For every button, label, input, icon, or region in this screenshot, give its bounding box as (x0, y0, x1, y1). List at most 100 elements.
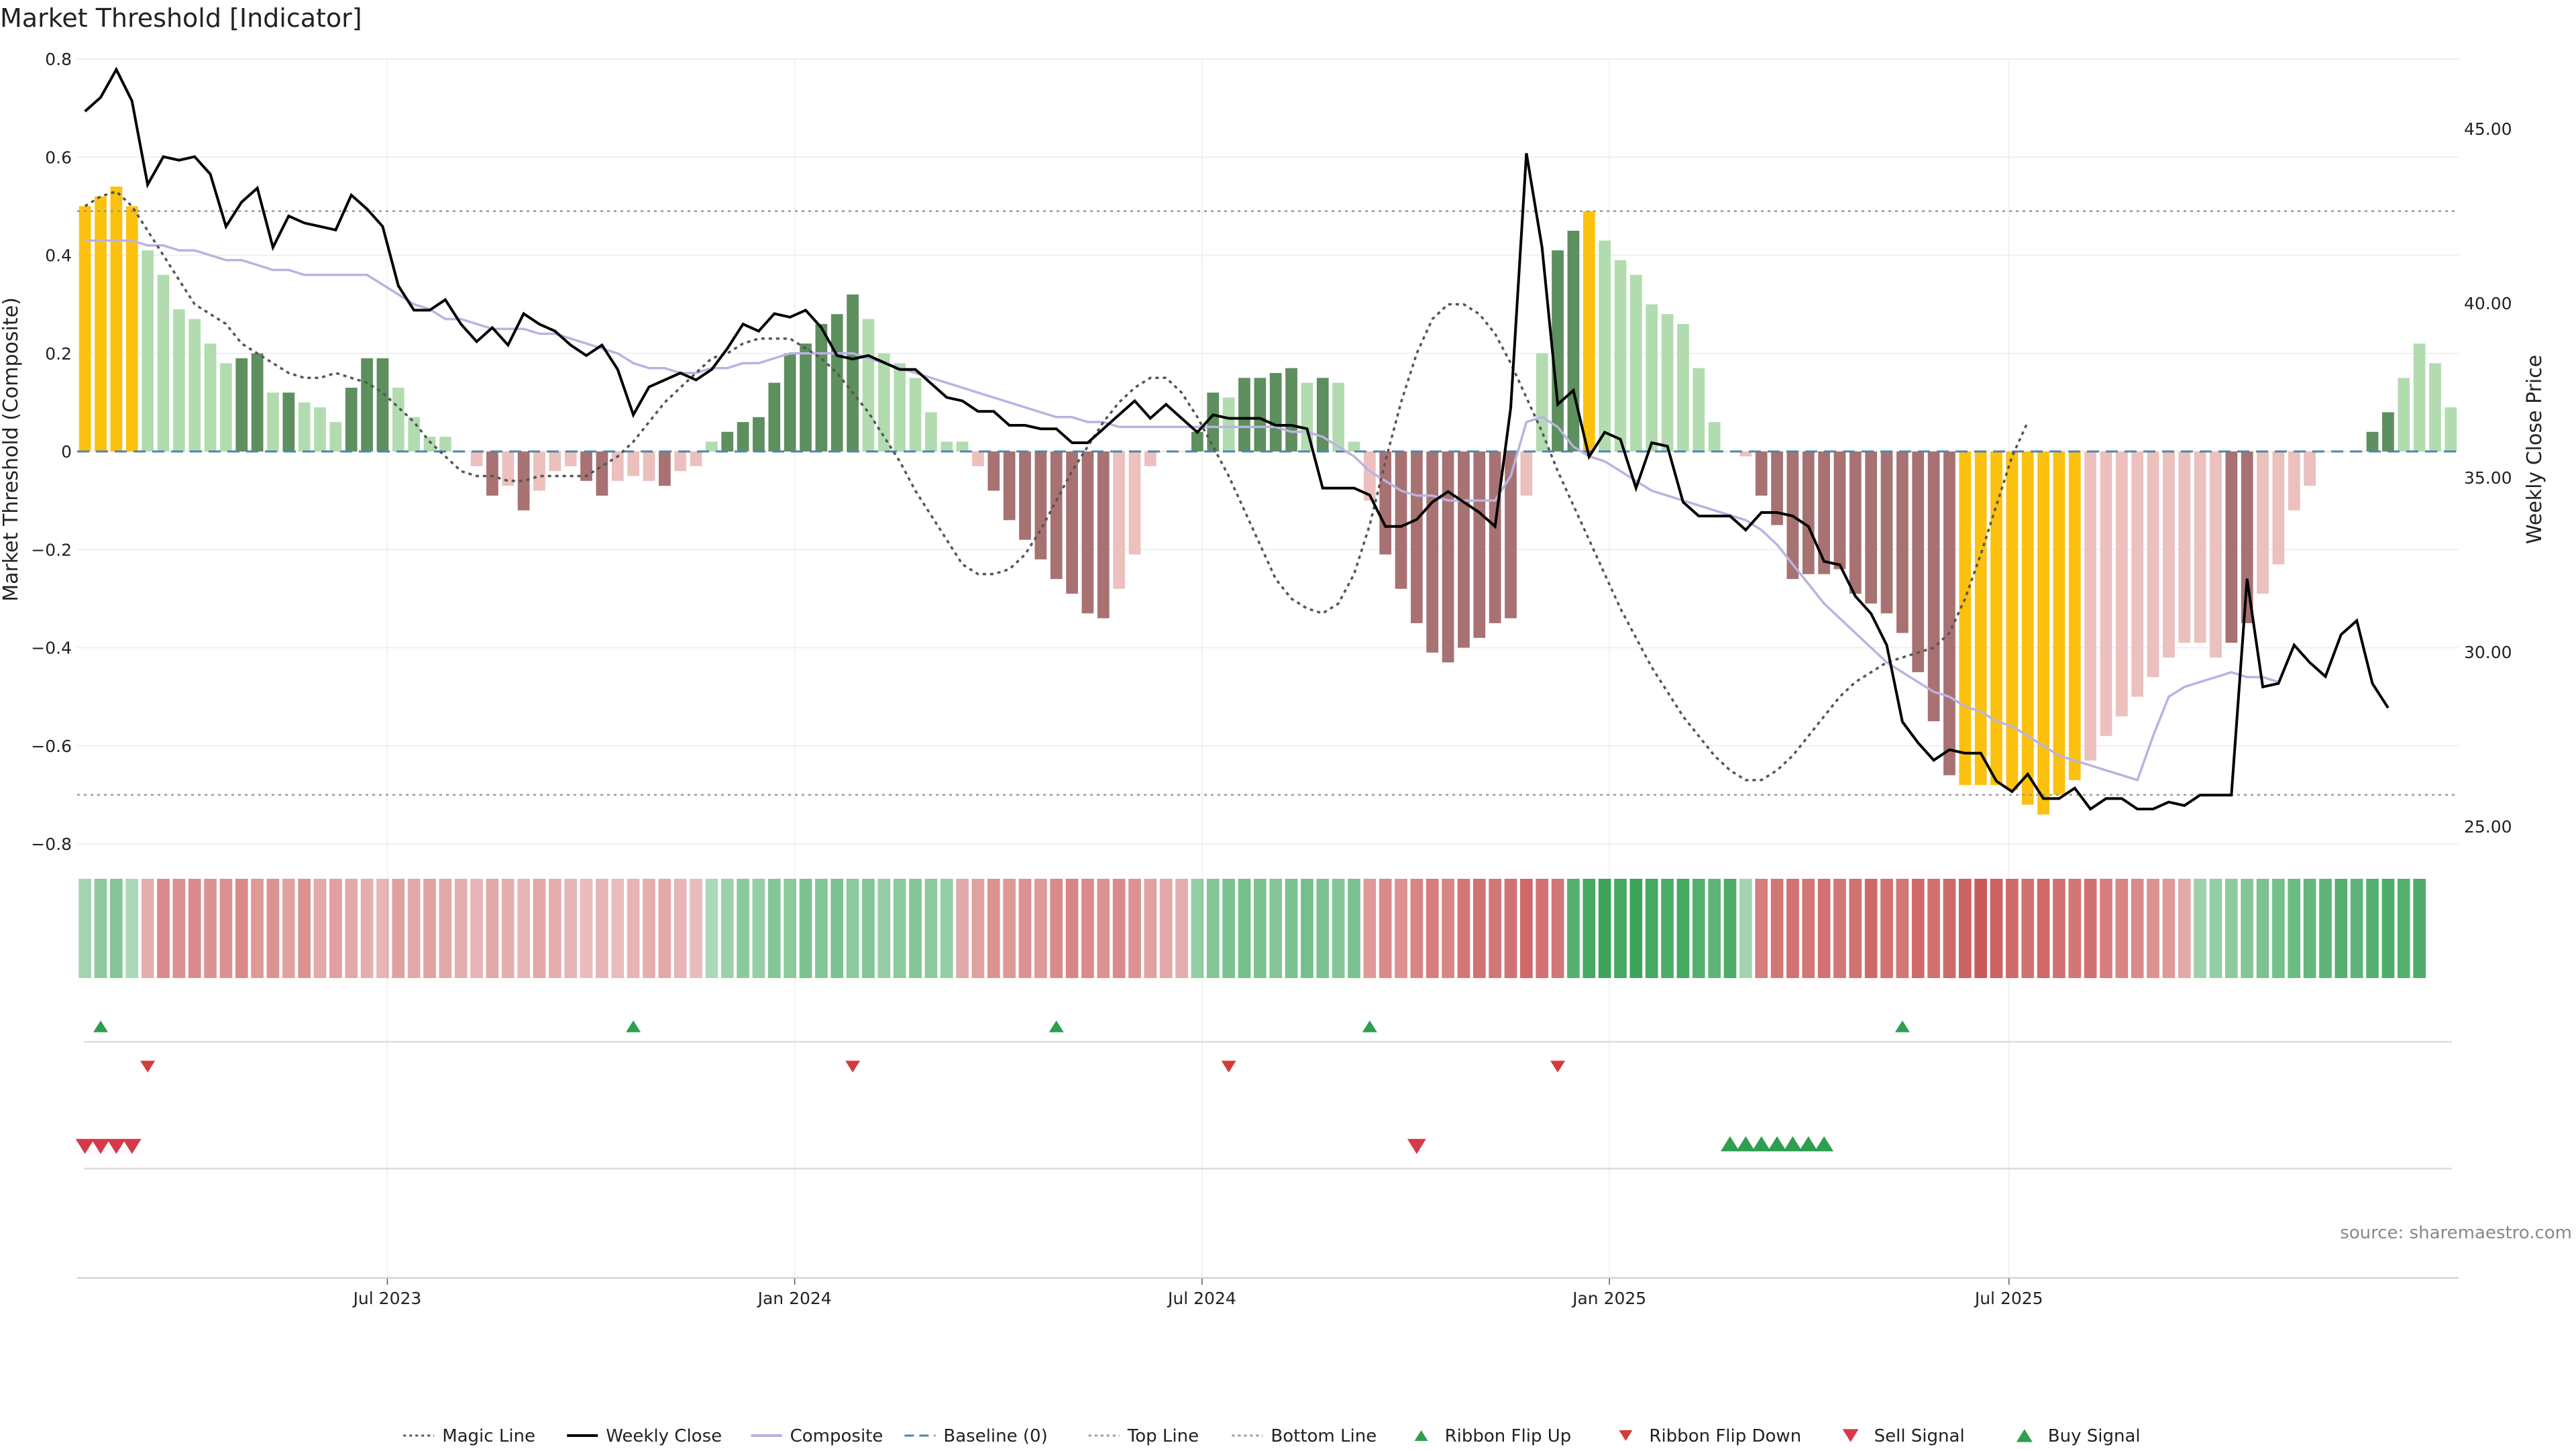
ribbon-flip-up-marker (1362, 1020, 1377, 1032)
buy-signal-marker (1736, 1136, 1756, 1152)
legend-swatch (2016, 1429, 2033, 1442)
ribbon-cell (470, 879, 483, 978)
sell-signal-marker (122, 1138, 142, 1155)
legend: Magic Line Weekly Close Composite Baseline … (403, 1426, 2141, 1446)
ribbon-cell (1112, 879, 1126, 978)
histogram-bar (1097, 451, 1110, 619)
histogram-bar (125, 206, 138, 451)
legend-label: Top Line (1127, 1426, 1199, 1446)
ribbon-cell (830, 879, 844, 978)
ribbon-cell (611, 879, 625, 978)
ribbon-cell (1363, 879, 1377, 978)
legend-label: Magic Line (442, 1426, 535, 1446)
histogram-bar (392, 387, 405, 451)
ribbon-cell (1426, 879, 1439, 978)
ribbon-cell (690, 879, 702, 978)
ribbon-cell (1849, 879, 1862, 978)
histogram-bar (361, 358, 373, 451)
histogram-bar (1113, 451, 1125, 589)
ribbon-cell (533, 879, 546, 978)
histogram-bar (1175, 451, 1188, 452)
legend-item: Buy Signal (2016, 1426, 2141, 1446)
legend-item: Sell Signal (1842, 1426, 1965, 1446)
ribbon-flip-up-marker (626, 1020, 641, 1032)
x-tick-label: Jul 2023 (352, 1289, 422, 1308)
ribbon-cell (627, 879, 640, 978)
ribbon-cell (767, 879, 781, 978)
ribbon-cell (720, 879, 734, 978)
histogram-bar (1927, 451, 1940, 722)
ribbon-cell (674, 879, 687, 978)
ribbon-cell (1536, 879, 1549, 978)
ribbon-cell (1097, 879, 1110, 978)
histogram-bar (1301, 382, 1313, 451)
ribbon-cell (2225, 879, 2238, 978)
histogram-bar (1348, 441, 1360, 451)
ribbon-cell (1238, 879, 1251, 978)
histogram-bar (1207, 392, 1220, 451)
y-tick-label: 0.6 (45, 148, 72, 167)
ribbon-cell (1081, 879, 1094, 978)
histogram-bar (721, 431, 734, 451)
histogram-bar (690, 451, 702, 466)
y-right-tick-label: 25.00 (2464, 817, 2512, 837)
histogram-bar (1865, 451, 1878, 604)
legend-swatch (1842, 1429, 1859, 1442)
ribbon-cell (2178, 879, 2191, 978)
ribbon-cell (1943, 879, 1956, 978)
y-tick-label: −0.4 (31, 639, 72, 658)
histogram-bar (549, 451, 561, 472)
ribbon-cell (893, 879, 906, 978)
ribbon-cell (2053, 879, 2065, 978)
ribbon-cell (1520, 879, 1533, 978)
histogram-bar (486, 451, 498, 496)
histogram-bar (1677, 323, 1689, 451)
histogram-bar (1238, 378, 1250, 451)
ribbon-flip-down-marker (140, 1061, 156, 1073)
histogram-bar (1269, 373, 1282, 451)
ribbon-cell (2303, 879, 2316, 978)
ribbon-cell (564, 879, 578, 978)
histogram-bar (1614, 260, 1627, 451)
histogram-bar (533, 451, 545, 491)
ribbon-cell (329, 879, 342, 978)
ribbon-cell (1301, 879, 1313, 978)
histogram-bar (643, 451, 655, 481)
ribbon-cell (251, 879, 264, 978)
ribbon-cell (2256, 879, 2269, 978)
y-axis-title-left: Market Threshold (Composite) (0, 297, 23, 602)
histogram-bar (2413, 343, 2426, 451)
histogram-bar (502, 451, 515, 486)
ribbon-cell (282, 879, 295, 978)
histogram-bar (423, 437, 436, 451)
ribbon-cell (705, 879, 718, 978)
y-tick-label: 0.4 (45, 246, 72, 266)
histogram-bar (1144, 451, 1157, 466)
histogram-bar (1818, 451, 1830, 574)
histogram-bar (1661, 314, 1674, 451)
histogram-bar (1050, 451, 1063, 580)
ribbon-cell (110, 879, 123, 978)
histogram-bar (2084, 451, 2097, 761)
buy-signal-marker (1799, 1136, 1818, 1152)
histogram-bar (580, 451, 592, 481)
histogram-bar (1833, 451, 1846, 570)
ribbon-cell (1285, 879, 1298, 978)
sell-signal-marker (107, 1138, 126, 1155)
histogram-bar (1254, 378, 1267, 451)
ribbon-cell (580, 879, 593, 978)
histogram-bar (408, 417, 421, 451)
signal-markers (75, 1020, 2452, 1170)
ribbon-cell (2397, 879, 2410, 978)
histogram-bar (627, 451, 639, 476)
histogram-bar (235, 358, 248, 451)
legend-label: Ribbon Flip Down (1649, 1426, 1801, 1446)
histogram-bar (1802, 451, 1815, 574)
histogram-bar (2210, 451, 2222, 658)
histogram-bar (439, 437, 451, 451)
histogram-bar (2225, 451, 2238, 643)
y-right-tick-label: 45.00 (2464, 119, 2512, 139)
histogram-bar (78, 206, 91, 451)
ribbon-cell (1348, 879, 1360, 978)
